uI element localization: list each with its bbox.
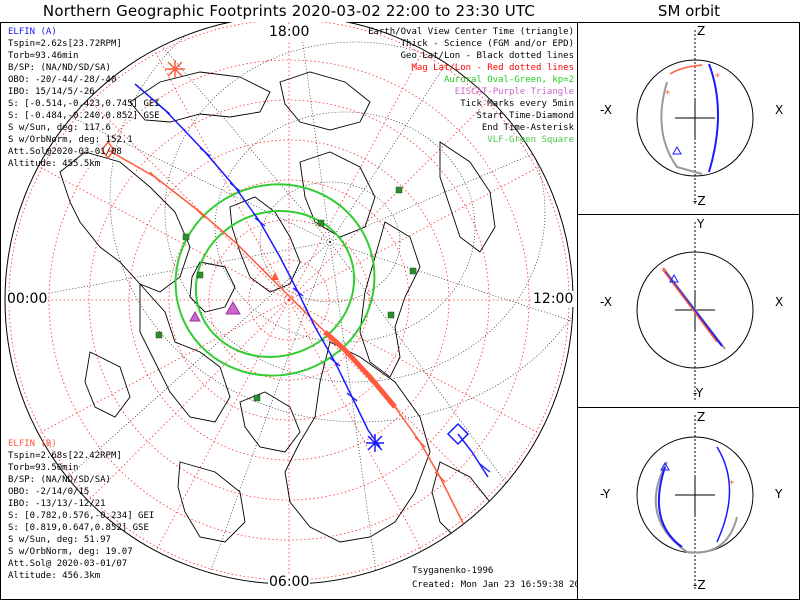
model-label: Tsyganenko-1996 bbox=[412, 566, 494, 576]
view-center-triangle bbox=[271, 272, 279, 280]
elfin-b-line: Tspin=2.68s[22.42RPM] bbox=[8, 451, 122, 461]
sm-panel-2-bottom: -Y bbox=[693, 386, 704, 400]
elfin-a-line: S w/Sun, deg: 117.6 bbox=[8, 123, 111, 133]
sm-orbit-title: SM orbit bbox=[657, 2, 721, 20]
legend-item: Tick Marks every 5min bbox=[460, 99, 574, 109]
svg-text:*: * bbox=[715, 72, 720, 83]
elfin-a-start-diamond bbox=[446, 422, 470, 446]
elfin-b-line: Att.Sol@ 2020-03-01/07 bbox=[8, 559, 128, 569]
vlf-stations bbox=[155, 186, 417, 402]
elfin-a-line: Tspin=2.62s[23.72RPM] bbox=[8, 39, 122, 49]
sm-panel-3-bottom: -Z bbox=[693, 578, 706, 592]
elfin-b-line: B/SP: (NA/ND/SD/SA) bbox=[8, 475, 111, 485]
svg-text:*: * bbox=[661, 266, 666, 277]
sm-panel-3-left: -Y bbox=[600, 487, 611, 501]
elfin-a-name: ELFIN (A) bbox=[8, 27, 57, 37]
elfin-a-ticks bbox=[159, 105, 491, 473]
elfin-b-ticks bbox=[149, 171, 446, 483]
elfin-a-line: Torb=93.46min bbox=[8, 51, 79, 61]
legend-item: VLF-Green Square bbox=[487, 135, 574, 145]
legend-item: Auroral Oval-Green, kp=2 bbox=[443, 75, 574, 85]
elfin-a-line: S w/OrbNorm, deg: 152.1 bbox=[8, 135, 133, 145]
eiscat-triangle bbox=[225, 301, 241, 315]
svg-text:*: * bbox=[665, 89, 670, 100]
elfin-b-info: ELFIN (B) Tspin=2.68s[22.42RPM] Torb=93.… bbox=[8, 438, 154, 582]
legend-item: Geo Lat/Lon - Black dotted lines bbox=[400, 51, 574, 61]
auroral-oval bbox=[174, 183, 376, 377]
elfin-b-line: S: [0.819,0.647,0.852] GSE bbox=[8, 523, 149, 533]
sm-panel-1-bottom: -Z bbox=[693, 194, 706, 208]
sm-panel-1-top: Z bbox=[697, 24, 706, 38]
elfin-a-line: Att.Sol@2020-03-01/08 bbox=[8, 147, 122, 157]
sm-panel-xz: * * bbox=[577, 22, 800, 215]
sm-panel-1-left: -X bbox=[600, 103, 612, 117]
elfin-b-line: S: [0.782,0.576,-0.234] GEI bbox=[8, 511, 155, 521]
hour-label-left: 00:00 bbox=[6, 291, 49, 307]
sm-panel-1-right: X bbox=[775, 103, 784, 117]
elfin-b-line: Torb=93.50min bbox=[8, 463, 79, 473]
elfin-a-line: Altitude: 455.5km bbox=[8, 159, 101, 169]
hour-label-top: 18:00 bbox=[268, 24, 311, 40]
sm-panel-2-left: -X bbox=[600, 295, 612, 309]
eiscat-triangle-2 bbox=[189, 310, 201, 322]
elfin-b-track bbox=[107, 149, 466, 528]
elfin-a-line: OBO: -20/-44/-28/-40 bbox=[8, 75, 117, 85]
svg-text:*: * bbox=[729, 479, 734, 490]
legend: Earth/Oval View Center Time (triangle) T… bbox=[368, 26, 574, 146]
elfin-b-start-diamond bbox=[101, 140, 115, 160]
sm-panel-yz: * bbox=[577, 407, 800, 600]
elfin-a-line: B/SP: (NA/ND/SD/SA) bbox=[8, 63, 111, 73]
created-label: Created: Mon Jan 23 16:59:38 2023 bbox=[412, 580, 591, 590]
polar-footprint-map bbox=[0, 22, 578, 600]
legend-item: Start Time-Diamond bbox=[476, 111, 574, 121]
legend-item: Thick - Science (FGM and/or EPD) bbox=[400, 39, 574, 49]
legend-item: EISCAT-Purple Triangle bbox=[454, 87, 574, 97]
legend-item: End Time-Asterisk bbox=[481, 123, 574, 133]
legend-item: Mag Lat/Lon - Red dotted lines bbox=[411, 63, 574, 73]
plot-title: Northern Geographic Footprints 2020-03-0… bbox=[42, 2, 536, 20]
elfin-b-line: S w/Sun, deg: 51.97 bbox=[8, 535, 111, 545]
elfin-a-info: ELFIN (A) Tspin=2.62s[23.72RPM] Torb=93.… bbox=[8, 26, 160, 170]
sm-panel-2-top: Y bbox=[697, 217, 705, 231]
hour-label-right: 12:00 bbox=[532, 291, 575, 307]
elfin-a-line: IBO: 15/14/5/-26 bbox=[8, 87, 95, 97]
hour-label-bottom: 06:00 bbox=[268, 574, 311, 590]
elfin-a-end-asterisk bbox=[366, 434, 384, 452]
sm-panel-3-right: Y bbox=[775, 487, 783, 501]
elfin-b-line: Altitude: 456.3km bbox=[8, 571, 101, 581]
sm-panel-3-top: Z bbox=[697, 410, 706, 424]
legend-item: Earth/Oval View Center Time (triangle) bbox=[368, 27, 574, 37]
elfin-b-line: IBO: -13/13/-12/21 bbox=[8, 499, 106, 509]
elfin-b-name: ELFIN (B) bbox=[8, 439, 57, 449]
elfin-a-line: S: [-0.484,-0.240,0.852] GSE bbox=[8, 111, 160, 121]
geo-grid bbox=[5, 22, 573, 584]
sm-panel-2-right: X bbox=[775, 295, 784, 309]
sm-panel-xy: * bbox=[577, 214, 800, 408]
elfin-b-end-asterisk bbox=[165, 60, 185, 78]
elfin-b-line: S w/OrbNorm, deg: 19.07 bbox=[8, 547, 133, 557]
elfin-a-line: S: [-0.514,-0.423,0.745] GEI bbox=[8, 99, 160, 109]
elfin-b-line: OBO: -2/14/0/15 bbox=[8, 487, 90, 497]
